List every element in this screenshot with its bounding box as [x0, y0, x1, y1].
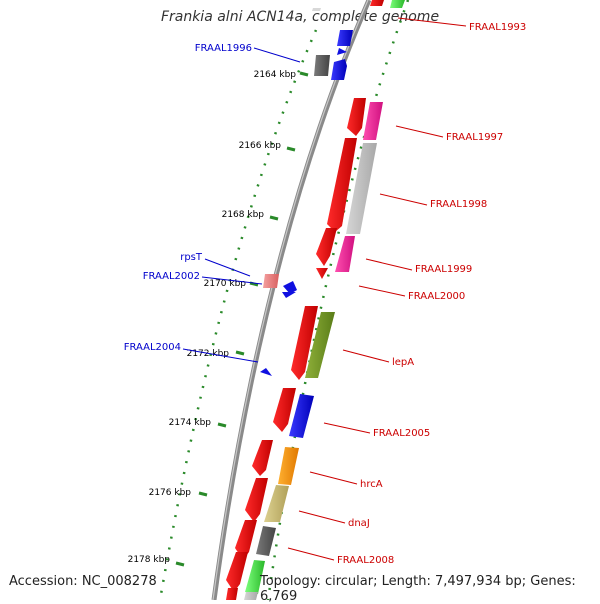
gene-label[interactable]: FRAAL1999 [415, 264, 472, 275]
label-leader-line [253, 47, 301, 63]
scale-tick-label: 2170 kbp [204, 279, 247, 289]
gene-label[interactable]: lepA [392, 357, 414, 368]
gene-label[interactable]: FRAAL1998 [430, 199, 487, 210]
label-leader-line [309, 471, 358, 485]
scale-tick-mark [286, 146, 296, 152]
outer-dotted-track [158, 29, 318, 600]
gene-feature [337, 48, 347, 55]
gene-label[interactable]: FRAAL1997 [446, 132, 503, 143]
gene-feature [289, 394, 314, 438]
label-leader-line [379, 193, 428, 206]
accession-label: Accession: NC_008278 [9, 574, 157, 589]
gene-feature [335, 236, 355, 272]
gene-feature [363, 102, 383, 140]
scale-tick-mark [299, 71, 309, 77]
gene-feature [264, 485, 289, 522]
gene-label[interactable]: FRAAL2002 [143, 271, 200, 282]
gene-feature [226, 552, 248, 592]
gene-label[interactable]: FRAAL2000 [408, 291, 465, 302]
label-leader-line [342, 349, 390, 363]
gene-feature [305, 312, 335, 378]
gene-label[interactable]: dnaJ [348, 518, 370, 529]
scale-tick-label: 2178 kbp [128, 555, 171, 565]
gene-label[interactable]: FRAAL2005 [373, 428, 430, 439]
gene-feature [316, 268, 328, 279]
gene-feature [273, 388, 296, 432]
label-leader-line [395, 125, 444, 138]
map-title: Frankia alni ACN14a, complete genome [160, 9, 440, 25]
scale-tick-label: 2174 kbp [169, 418, 212, 428]
label-leader-line [397, 17, 467, 27]
inner-dotted-track [266, 0, 410, 600]
gene-feature [312, 8, 321, 11]
gene-feature [235, 520, 257, 560]
gene-feature [256, 526, 276, 556]
gene-feature [226, 588, 238, 600]
gene-label[interactable]: FRAAL2004 [124, 342, 181, 353]
label-leader-line [182, 348, 259, 363]
gene-feature [331, 59, 347, 80]
label-leader-line [287, 547, 335, 561]
scale-tick-mark [175, 561, 185, 567]
gene-feature [278, 447, 299, 485]
scale-tick-mark [235, 350, 245, 356]
gene-feature [390, 0, 405, 8]
genome-backbone [211, 0, 372, 600]
gene-feature [337, 30, 353, 46]
scale-tick-label: 2164 kbp [254, 70, 297, 80]
gene-feature [252, 440, 273, 476]
gene-feature [283, 281, 297, 294]
scale-tick-label: 2166 kbp [239, 141, 282, 151]
scale-tick-mark [249, 281, 259, 287]
gene-feature [327, 138, 357, 232]
scale-tick-mark [269, 215, 279, 221]
scale-tick-label: 2172 kbp [187, 349, 230, 359]
gene-label[interactable]: FRAAL1993 [469, 22, 526, 33]
label-leader-line [323, 422, 371, 434]
gene-feature [314, 55, 330, 76]
label-leader-line [204, 258, 251, 277]
gene-feature [282, 292, 296, 298]
scale-tick-mark [198, 491, 208, 497]
gene-label[interactable]: hrcA [360, 479, 383, 490]
gene-feature [245, 560, 265, 594]
gene-label[interactable]: FRAAL1996 [195, 43, 252, 54]
gene-feature [245, 478, 268, 522]
scale-tick-label: 2176 kbp [149, 488, 192, 498]
gene-feature [347, 98, 366, 136]
genome-backbone-highlight [212, 0, 369, 600]
label-leader-line [298, 510, 346, 524]
label-leader-line [358, 285, 406, 297]
gene-label[interactable]: FRAAL2008 [337, 555, 394, 566]
scale-tick-mark [217, 422, 227, 428]
gene-feature [260, 368, 272, 376]
gene-feature [244, 592, 258, 600]
scale-tick-label: 2168 kbp [222, 210, 265, 220]
gene-feature [316, 228, 337, 266]
gene-feature [263, 274, 279, 288]
gene-feature [291, 306, 318, 380]
gene-label[interactable]: rpsT [180, 252, 203, 263]
label-leader-line [201, 276, 263, 285]
gene-feature [346, 143, 377, 234]
gene-feature [370, 0, 384, 6]
label-leader-line [365, 258, 413, 271]
